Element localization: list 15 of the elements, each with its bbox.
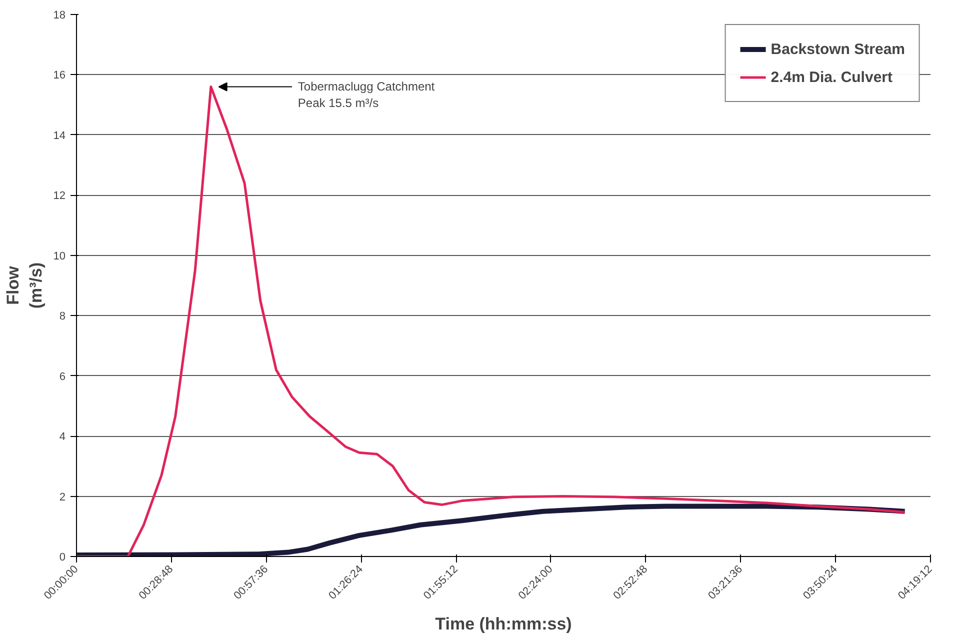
y-tick-label: 16 bbox=[53, 70, 66, 82]
annotation: Tobermaclugg Catchment Peak 15.5 m³/s bbox=[298, 79, 436, 110]
y-tick-label: 8 bbox=[59, 310, 66, 323]
y-tick-label: 14 bbox=[53, 130, 66, 142]
y-tick-label: 6 bbox=[59, 370, 66, 383]
y-tick-label: 10 bbox=[53, 250, 66, 262]
legend-label: Backstown Stream bbox=[770, 40, 905, 58]
x-axis-title: Time (hh:mm:ss) bbox=[435, 614, 572, 634]
y-axis-title: Flow (m³/s) bbox=[3, 262, 46, 309]
y-tick-label: 18 bbox=[53, 10, 66, 22]
legend-label: 2.4m Dia. Culvert bbox=[770, 68, 892, 86]
y-tick-label: 2 bbox=[59, 491, 66, 504]
y-tick-label: 4 bbox=[59, 431, 66, 444]
y-tick-label: 12 bbox=[53, 190, 66, 202]
y-tick-label: 0 bbox=[59, 552, 66, 564]
